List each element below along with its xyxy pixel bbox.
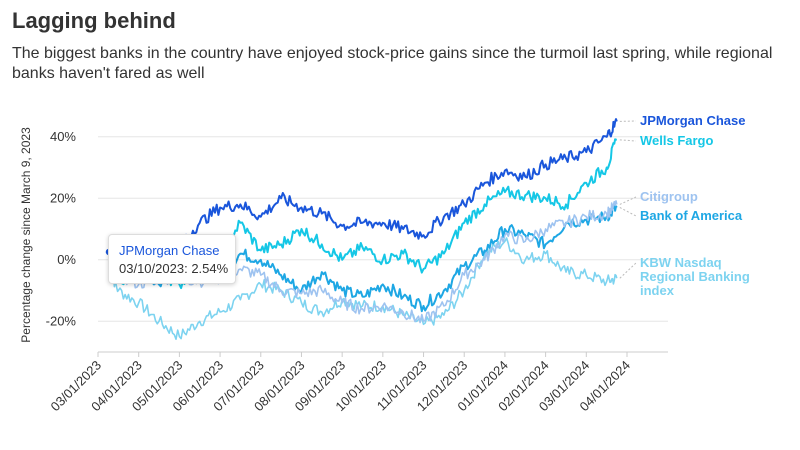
y-axis-label: Percentage change since March 9, 2023 — [19, 127, 33, 343]
gridlines — [98, 136, 668, 322]
chart-title: Lagging behind — [12, 8, 176, 33]
tooltip-number: 2.54% — [191, 261, 229, 276]
legend-label: Regional Banking — [640, 269, 750, 284]
legend-label: Citigroup — [640, 189, 698, 204]
legend-label: JPMorgan Chase — [640, 113, 745, 128]
tooltip-value: 03/10/2023: 2.54% — [119, 261, 229, 276]
legend-connector — [619, 207, 637, 217]
legend-connector — [619, 139, 637, 142]
legend-label: Bank of America — [640, 208, 743, 223]
legend-connector — [619, 196, 637, 205]
y-tick-label: 40% — [50, 129, 76, 144]
x-axis-ticks: 03/01/202304/01/202305/01/202306/01/2023… — [47, 352, 633, 414]
y-tick-label: 20% — [50, 190, 76, 205]
series-line — [108, 237, 618, 340]
legend-connector — [619, 262, 637, 279]
legend-label: index — [640, 283, 675, 298]
tooltip-series: JPMorgan Chase — [119, 243, 220, 258]
legend-label: KBW Nasdaq — [640, 255, 722, 270]
legend-label: Wells Fargo — [640, 133, 714, 148]
series-lines — [108, 118, 618, 340]
y-tick-label: 0% — [57, 252, 76, 267]
tooltip: JPMorgan Chase 03/10/2023: 2.54% — [108, 234, 236, 284]
y-tick-label: -20% — [46, 313, 77, 328]
y-axis-ticks: -20% 0% 20% 40% — [46, 129, 77, 329]
chart-subtitle: The biggest banks in the country have en… — [12, 45, 773, 82]
tooltip-date: 03/10/2023 — [119, 261, 185, 276]
